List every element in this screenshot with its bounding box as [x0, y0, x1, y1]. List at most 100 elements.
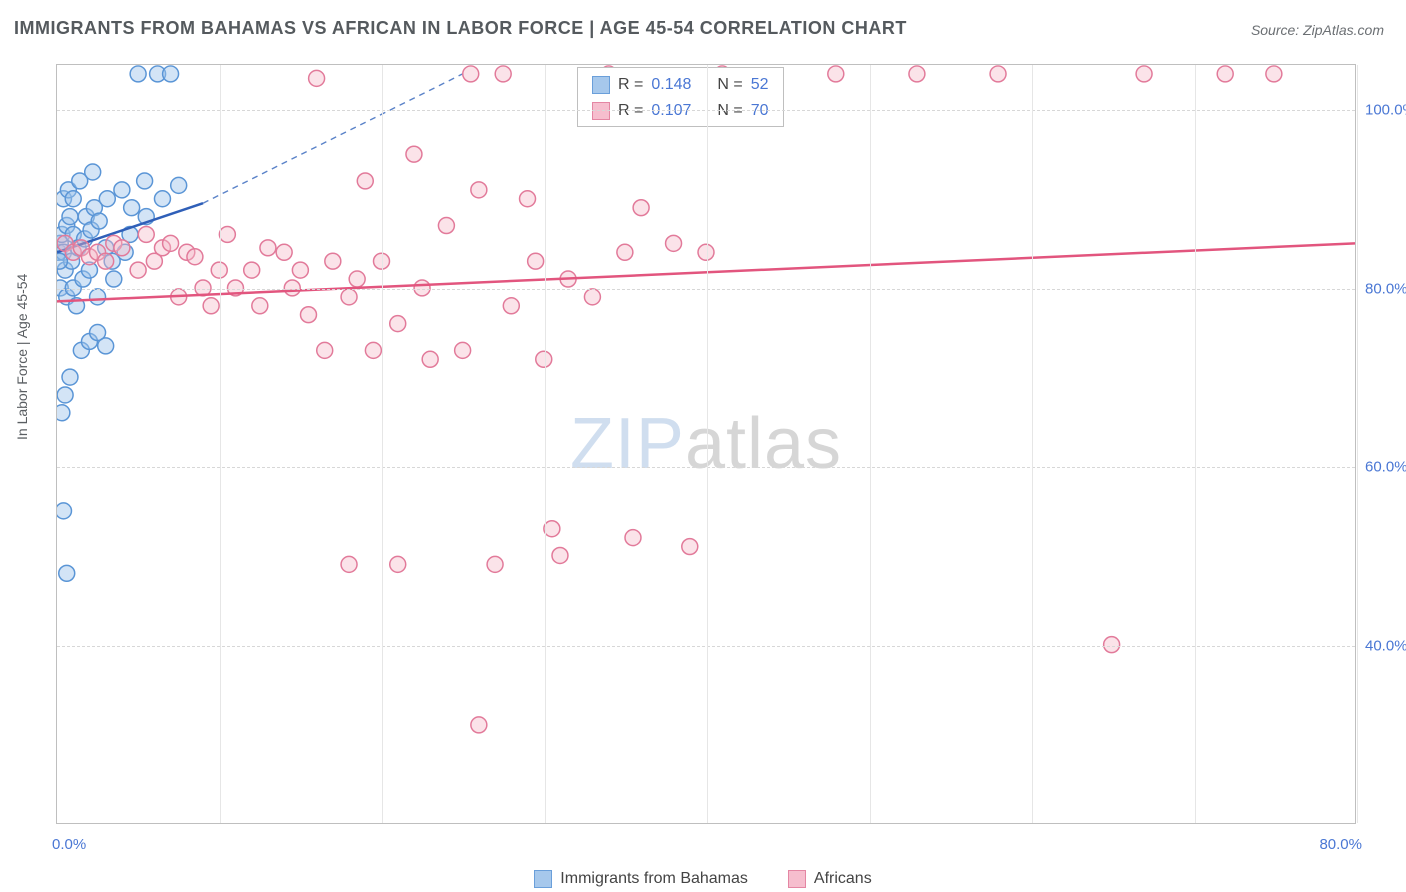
point-africans: [203, 298, 219, 314]
point-africans: [471, 182, 487, 198]
chart-svg: [57, 65, 1355, 823]
gridline-h: [57, 110, 1355, 111]
legend-N-africans: 70: [751, 102, 769, 120]
point-bahamas: [59, 565, 75, 581]
point-africans: [909, 66, 925, 82]
legend-swatch-bahamas: [592, 76, 610, 94]
point-africans: [390, 316, 406, 332]
point-africans: [503, 298, 519, 314]
gridline-v: [707, 65, 708, 823]
point-africans: [276, 244, 292, 260]
point-africans: [357, 173, 373, 189]
point-bahamas: [85, 164, 101, 180]
point-bahamas: [171, 177, 187, 193]
point-africans: [163, 235, 179, 251]
point-africans: [260, 240, 276, 256]
point-africans: [365, 342, 381, 358]
point-africans: [487, 556, 503, 572]
point-bahamas: [98, 338, 114, 354]
legend-N-bahamas: 52: [751, 76, 769, 94]
point-africans: [544, 521, 560, 537]
point-africans: [219, 226, 235, 242]
legend-row-africans: R = 0.107 N = 70: [592, 98, 769, 124]
legend-R-africans: 0.107: [651, 102, 691, 120]
point-africans: [422, 351, 438, 367]
point-africans: [682, 539, 698, 555]
gridline-v: [545, 65, 546, 823]
point-africans: [187, 249, 203, 265]
point-bahamas: [90, 289, 106, 305]
plot-area: R = 0.148 N = 52 R = 0.107 N = 70 ZIPatl…: [56, 64, 1356, 824]
point-africans: [292, 262, 308, 278]
gridline-v: [870, 65, 871, 823]
point-bahamas: [163, 66, 179, 82]
point-africans: [438, 218, 454, 234]
point-africans: [520, 191, 536, 207]
point-africans: [309, 70, 325, 86]
point-africans: [828, 66, 844, 82]
point-africans: [341, 556, 357, 572]
point-africans: [1217, 66, 1233, 82]
y-tick-label: 100.0%: [1365, 101, 1406, 118]
point-africans: [528, 253, 544, 269]
point-bahamas: [124, 200, 140, 216]
point-africans: [1266, 66, 1282, 82]
source-prefix: Source:: [1251, 22, 1303, 38]
point-africans: [138, 226, 154, 242]
legend-R-label: R =: [618, 76, 643, 94]
legend-N-label: N =: [717, 76, 742, 94]
y-tick-label: 60.0%: [1365, 459, 1406, 476]
point-africans: [698, 244, 714, 260]
legend-item-africans: Africans: [788, 870, 872, 888]
point-bahamas: [106, 271, 122, 287]
point-africans: [300, 307, 316, 323]
legend-R-label: R =: [618, 102, 643, 120]
point-africans: [244, 262, 260, 278]
gridline-v: [382, 65, 383, 823]
point-africans: [390, 556, 406, 572]
y-tick-label: 80.0%: [1365, 280, 1406, 297]
trend-dashed-bahamas: [203, 74, 463, 203]
gridline-h: [57, 646, 1355, 647]
series-legend: Immigrants from Bahamas Africans: [0, 870, 1406, 888]
chart-title: IMMIGRANTS FROM BAHAMAS VS AFRICAN IN LA…: [14, 18, 907, 39]
point-africans: [495, 66, 511, 82]
point-africans: [552, 547, 568, 563]
point-africans: [349, 271, 365, 287]
point-africans: [341, 289, 357, 305]
point-africans: [633, 200, 649, 216]
point-bahamas: [62, 209, 78, 225]
point-bahamas: [57, 503, 71, 519]
point-africans: [114, 240, 130, 256]
source-attribution: Source: ZipAtlas.com: [1251, 22, 1384, 38]
source-name: ZipAtlas.com: [1303, 22, 1384, 38]
point-africans: [98, 253, 114, 269]
point-africans: [463, 66, 479, 82]
point-africans: [406, 146, 422, 162]
x-tick-max: 80.0%: [1319, 836, 1362, 853]
gridline-h: [57, 289, 1355, 290]
gridline-h: [57, 467, 1355, 468]
gridline-v: [1032, 65, 1033, 823]
point-bahamas: [154, 191, 170, 207]
correlation-legend: R = 0.148 N = 52 R = 0.107 N = 70: [577, 67, 784, 127]
y-axis-label: In Labor Force | Age 45-54: [14, 274, 30, 440]
point-bahamas: [65, 191, 81, 207]
legend-label-bahamas: Immigrants from Bahamas: [560, 870, 748, 888]
legend-swatch-africans: [592, 102, 610, 120]
y-tick-label: 40.0%: [1365, 638, 1406, 655]
point-bahamas: [62, 369, 78, 385]
point-bahamas: [57, 405, 70, 421]
legend-R-bahamas: 0.148: [651, 76, 691, 94]
x-tick-min: 0.0%: [52, 836, 86, 853]
point-africans: [666, 235, 682, 251]
point-africans: [625, 530, 641, 546]
point-bahamas: [91, 213, 107, 229]
legend-swatch-bahamas: [534, 870, 552, 888]
point-africans: [325, 253, 341, 269]
legend-swatch-africans: [788, 870, 806, 888]
point-africans: [1136, 66, 1152, 82]
point-bahamas: [130, 66, 146, 82]
gridline-v: [220, 65, 221, 823]
point-africans: [1104, 637, 1120, 653]
